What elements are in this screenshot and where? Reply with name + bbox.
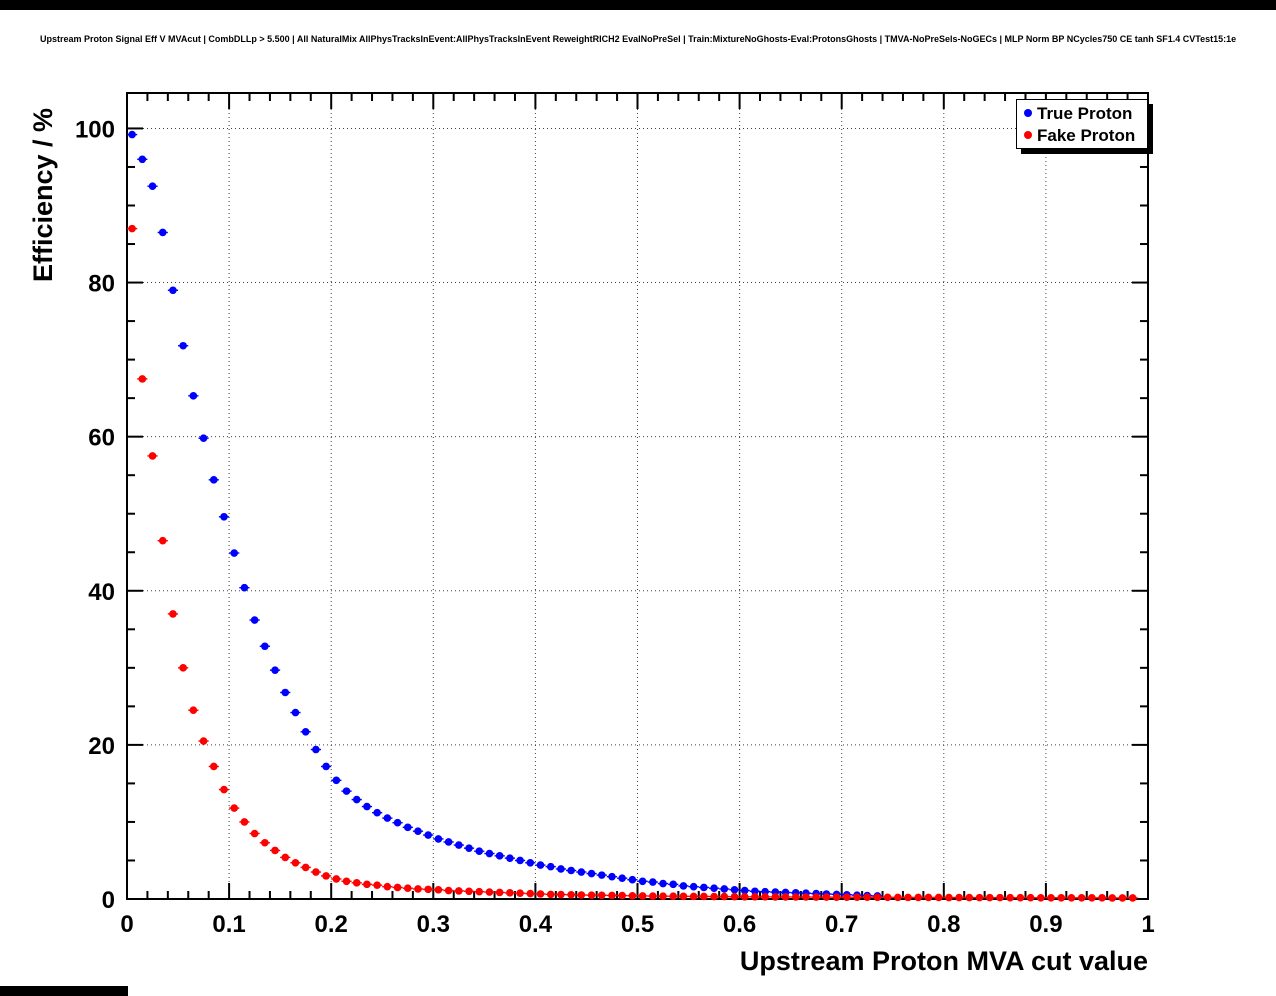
x-axis-title: Upstream Proton MVA cut value: [739, 946, 1148, 976]
bottom-black-bar: [0, 986, 128, 996]
x-tick-label: 0: [120, 911, 133, 938]
legend-label-fake-proton: Fake Proton: [1037, 125, 1136, 145]
x-tick-label: 1: [1141, 911, 1154, 938]
y-tick-label: 100: [75, 116, 115, 143]
y-tick-label: 80: [88, 271, 115, 298]
tick-labels: 0 0.1 0.2 0.3 0.4 0.5 0.6 0.7 0.8 0.9 1 0 20 40 60 80 10…: [75, 116, 1155, 938]
y-tick-label: 40: [88, 579, 115, 606]
legend-label-true-proton: True Proton: [1037, 103, 1133, 123]
legend-entry-fake-proton: Fake Proton: [1017, 127, 1147, 144]
y-tick-label: 20: [88, 733, 115, 760]
legend: True Proton Fake Proton: [1016, 99, 1148, 149]
x-tick-label: 0.8: [927, 911, 960, 938]
axis-ticks: [126, 93, 1149, 900]
points-true-proton: [127, 130, 883, 900]
x-tick-label: 0.4: [519, 911, 553, 938]
y-tick-label: 0: [102, 887, 115, 914]
x-tick-label: 0.6: [723, 911, 756, 938]
x-tick-label: 0.7: [825, 911, 858, 938]
y-axis-title: Efficiency / %: [28, 107, 58, 282]
grid-lines: [127, 93, 1148, 899]
top-black-bar: [0, 0, 1276, 10]
true-proton-marker-icon: [1024, 109, 1032, 117]
plot-title: Upstream Proton Signal Eff V MVAcut | Co…: [40, 34, 1236, 44]
points-fake-proton: [127, 224, 1138, 902]
x-tick-label: 0.5: [621, 911, 654, 938]
x-tick-label: 0.3: [417, 911, 450, 938]
x-tick-label: 0.1: [212, 911, 245, 938]
y-tick-label: 60: [88, 425, 115, 452]
x-tick-label: 0.9: [1029, 911, 1062, 938]
legend-entry-true-proton: True Proton: [1017, 105, 1147, 122]
fake-proton-marker-icon: [1024, 131, 1032, 139]
x-tick-label: 0.2: [315, 911, 348, 938]
